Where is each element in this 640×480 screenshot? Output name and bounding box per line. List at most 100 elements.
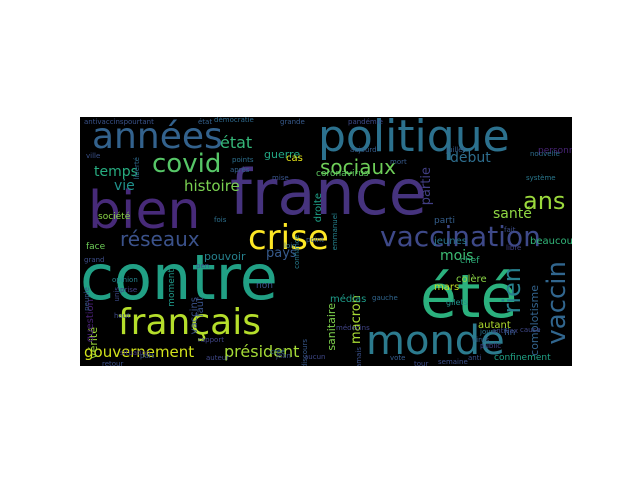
cloud-word: gilets — [446, 298, 468, 307]
cloud-word: situation — [120, 349, 151, 357]
cloud-word: tour — [414, 360, 429, 367]
word-cloud: été contre france bien politique années frança… — [80, 117, 572, 366]
cloud-word: personnes — [538, 146, 572, 156]
cloud-word: emmanuel — [331, 213, 339, 251]
cloud-word: fois — [214, 216, 227, 224]
cloud-word: crise — [248, 218, 329, 258]
cloud-word: vaccination — [380, 220, 541, 253]
cloud-word: antivax — [492, 327, 518, 335]
cloud-word: autant — [478, 320, 511, 331]
cloud-word: opinion — [112, 276, 138, 284]
cloud-word: président — [224, 342, 300, 361]
cloud-word: français — [118, 302, 261, 343]
cloud-word: libre — [506, 244, 522, 252]
cloud-word: nouvelle — [530, 150, 560, 158]
cloud-word: mars — [434, 282, 460, 293]
cloud-word: pandémie — [348, 118, 383, 126]
cloud-word: faut — [195, 297, 206, 317]
cloud-word: coronavirus — [316, 169, 369, 179]
cloud-word: parti — [434, 216, 455, 226]
cloud-word: semaine — [438, 358, 468, 366]
cloud-word: santé — [493, 206, 532, 222]
cloud-word: jean — [276, 352, 291, 360]
cloud-word: point — [306, 236, 324, 244]
cloud-word: bien — [88, 181, 201, 241]
cloud-word: système — [526, 174, 556, 182]
cloud-word: monde — [366, 318, 505, 364]
cloud-word: retour — [102, 360, 124, 367]
cloud-word: liberté — [133, 157, 141, 180]
cloud-word: discours — [301, 339, 309, 366]
cloud-word: juillet — [446, 146, 466, 154]
cloud-word: covid — [152, 149, 222, 179]
cloud-word: face — [86, 242, 106, 252]
cloud-word: gouvernement — [84, 343, 195, 361]
cloud-word: rien — [498, 267, 526, 314]
cloud-word: temps — [94, 164, 138, 180]
cloud-word: vote — [390, 354, 406, 362]
cloud-word: état — [220, 133, 253, 152]
cloud-word: complotisme — [528, 285, 541, 356]
cloud-word: confiance — [293, 235, 301, 269]
cloud-word: contre — [80, 241, 278, 314]
cloud-word: ville — [86, 152, 101, 160]
cloud-word: vie — [114, 178, 135, 194]
cloud-word: unis — [113, 287, 121, 302]
cloud-word: société — [98, 212, 131, 222]
cloud-word: chef — [460, 256, 480, 266]
cloud-word: après — [230, 166, 250, 174]
cloud-word: haut — [114, 312, 130, 320]
cloud-word: non — [256, 281, 273, 291]
cloud-word: prise — [120, 286, 138, 294]
cloud-word: été — [420, 262, 518, 332]
cloud-word: début — [450, 150, 491, 166]
cloud-word: public — [480, 342, 502, 350]
cloud-word: peuple — [83, 287, 91, 311]
cloud-word: mort — [390, 158, 407, 166]
cloud-word: mise — [272, 174, 289, 182]
cloud-word: aujourd — [350, 146, 377, 154]
cloud-word: réseaux — [120, 227, 200, 251]
cloud-word: mois — [440, 248, 474, 264]
cloud-word: points — [232, 156, 254, 164]
cloud-word: france — [230, 156, 427, 229]
cloud-word: démocratie — [214, 117, 254, 124]
cloud-word: virus — [472, 336, 490, 344]
cloud-word: ans — [523, 187, 566, 215]
cloud-word: grande — [280, 118, 305, 126]
cloud-word: rapport — [198, 336, 224, 344]
cloud-word: colère — [456, 274, 487, 285]
cloud-word: antivaccinspourtant — [84, 118, 154, 126]
cloud-word: guerre — [264, 148, 301, 161]
cloud-word: gauche — [372, 294, 398, 302]
cloud-word: pouvoir — [204, 250, 246, 263]
cloud-word: fin — [504, 328, 516, 338]
cloud-word: vaccin — [542, 261, 572, 345]
cloud-word: fait — [504, 226, 516, 234]
cloud-word: cas — [286, 153, 303, 164]
cloud-word: créé — [270, 348, 286, 356]
cloud-word: droite — [313, 193, 324, 223]
cloud-word: part — [140, 352, 155, 360]
cloud-word: cause — [520, 326, 541, 334]
cloud-word: médecins — [336, 324, 370, 332]
cloud-word: histoire — [184, 177, 240, 195]
cloud-word: aucun — [304, 353, 326, 361]
cloud-word: jamais — [355, 347, 363, 366]
cloud-word: jours — [480, 328, 498, 336]
cloud-word: pen — [196, 262, 210, 270]
cloud-word: jeunes — [434, 236, 467, 247]
cloud-word: beaucoup — [530, 236, 572, 247]
cloud-word: anti — [468, 354, 482, 362]
cloud-word: confinement — [494, 353, 551, 363]
cloud-word: auteur — [206, 354, 230, 362]
cloud-word: médias — [330, 294, 367, 305]
cloud-word: sociaux — [320, 155, 396, 179]
cloud-word: années — [92, 117, 223, 157]
cloud-word: moment — [167, 269, 177, 307]
cloud-word: partie — [419, 167, 434, 206]
cloud-word: état — [198, 118, 213, 126]
cloud-word: loin — [284, 242, 297, 250]
cloud-word: politique — [318, 117, 510, 162]
cloud-word: grand — [84, 256, 105, 264]
